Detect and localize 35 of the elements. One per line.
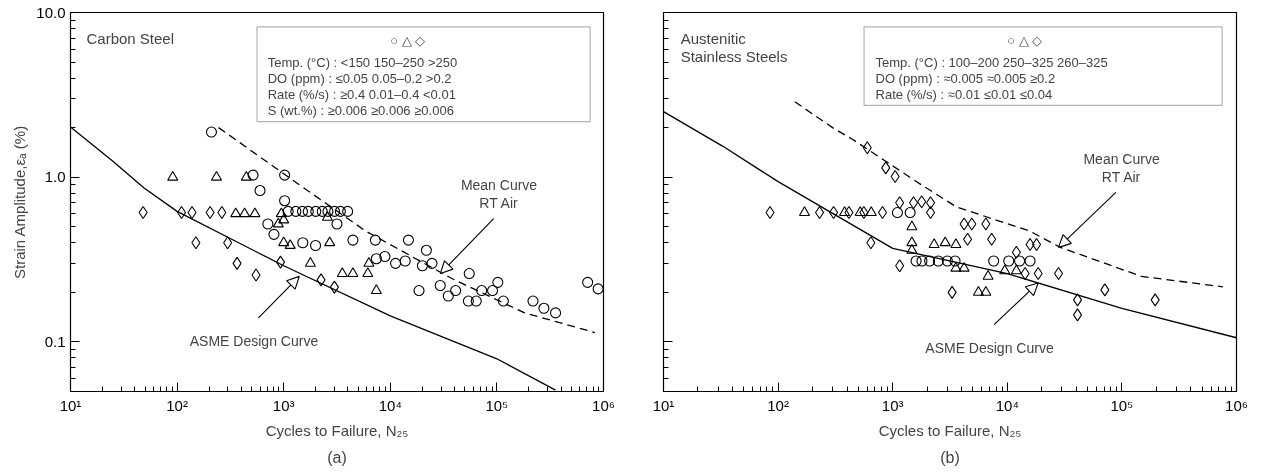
annotation: Rate (%/s) : ≈0.01 ≤0.01 ≤0.04: [875, 87, 1053, 103]
text: (b): [940, 448, 960, 466]
x-tick-label: 10¹: [59, 396, 82, 414]
annotation: ○ △ ◇: [1007, 32, 1043, 48]
annotation: DO (ppm) : ≈0.005 ≈0.005 ≥0.2: [875, 70, 1056, 86]
x-tick-label: 10⁵: [1110, 396, 1134, 414]
y-tick-label: 0.1: [44, 332, 66, 350]
y-tick-label: 10.0: [36, 3, 66, 21]
x-tick-label: 10⁶: [1225, 396, 1248, 414]
x-axis-title: Cycles to Failure, N₂₅: [265, 421, 409, 439]
annotation: Temp. (°C) : <150 150–250 >250: [267, 54, 458, 70]
x-tick-label: 10³: [881, 396, 904, 414]
x-tick-label: 10²: [767, 396, 789, 414]
annotation: Temp. (°C) : 100–200 250–325 260–325: [875, 54, 1108, 70]
x-tick-label: 10⁶: [592, 396, 615, 414]
x-tick-label: 10²: [166, 396, 188, 414]
annotation: Carbon Steel: [86, 29, 175, 47]
x-axis-title: Cycles to Failure, N₂₅: [878, 421, 1022, 439]
annotation: S (wt.%) : ≥0.006 ≥0.006 ≥0.006: [267, 103, 454, 119]
x-tick-label: 10⁴: [378, 396, 402, 414]
annotation: Mean Curve RT Air: [460, 176, 538, 212]
annotation: ○ △ ◇: [390, 32, 426, 48]
text: (a): [327, 448, 347, 466]
annotation: Rate (%/s) : ≥0.4 0.01–0.4 <0.01: [267, 87, 456, 103]
annotation: Mean Curve RT Air: [1083, 150, 1160, 186]
annotation: ASME Design Curve: [925, 339, 1054, 356]
x-tick-label: 10³: [272, 396, 295, 414]
annotation: ASME Design Curve: [189, 333, 319, 350]
x-tick-label: 10⁴: [995, 396, 1019, 414]
y-axis-title: Strain Amplitude,εₐ (%): [11, 125, 29, 279]
x-tick-label: 10¹: [652, 396, 675, 414]
x-tick-label: 10⁵: [485, 396, 509, 414]
annotation: DO (ppm) : ≤0.05 0.05–0.2 >0.2: [267, 70, 452, 86]
annotation: Austenitic Stainless Steels: [680, 29, 788, 66]
y-tick-label: 1.0: [44, 168, 66, 186]
